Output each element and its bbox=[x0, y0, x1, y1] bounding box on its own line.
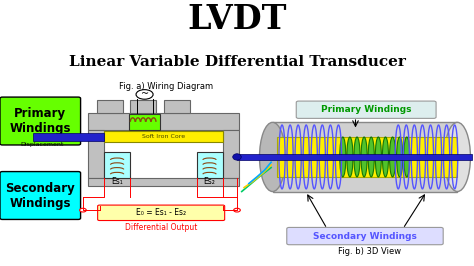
Text: Primary
Windings: Primary Windings bbox=[9, 107, 71, 135]
FancyBboxPatch shape bbox=[98, 205, 225, 221]
Text: Fig. a) Wiring Diagram: Fig. a) Wiring Diagram bbox=[119, 82, 213, 91]
Ellipse shape bbox=[368, 137, 374, 177]
Bar bbox=[88, 130, 104, 178]
Text: Differential Output: Differential Output bbox=[125, 223, 197, 232]
Bar bbox=[164, 100, 190, 113]
Text: ~: ~ bbox=[140, 89, 149, 99]
Ellipse shape bbox=[361, 137, 367, 177]
Text: Linear Variable Differential Transducer: Linear Variable Differential Transducer bbox=[69, 55, 405, 69]
Bar bbox=[130, 100, 156, 113]
Ellipse shape bbox=[354, 137, 360, 177]
Ellipse shape bbox=[259, 122, 285, 192]
Text: Primary Windings: Primary Windings bbox=[321, 105, 411, 114]
Bar bbox=[33, 133, 104, 141]
Bar bbox=[273, 122, 457, 192]
Bar bbox=[97, 100, 123, 113]
FancyBboxPatch shape bbox=[0, 97, 81, 145]
Circle shape bbox=[234, 208, 240, 212]
Text: E₀ = Es₁ - Es₂: E₀ = Es₁ - Es₂ bbox=[136, 208, 186, 217]
Text: Secondary Windings: Secondary Windings bbox=[313, 232, 417, 241]
Ellipse shape bbox=[404, 137, 410, 177]
Circle shape bbox=[136, 90, 153, 99]
Text: Secondary
Windings: Secondary Windings bbox=[5, 181, 75, 210]
Bar bbox=[88, 178, 239, 186]
FancyBboxPatch shape bbox=[0, 172, 81, 219]
Ellipse shape bbox=[445, 122, 471, 192]
Ellipse shape bbox=[383, 137, 389, 177]
Circle shape bbox=[80, 208, 86, 212]
Ellipse shape bbox=[390, 137, 396, 177]
Bar bbox=[223, 130, 239, 178]
Bar bbox=[197, 152, 223, 178]
Bar bbox=[129, 114, 160, 130]
Text: Displacement: Displacement bbox=[20, 143, 64, 147]
Ellipse shape bbox=[375, 137, 382, 177]
Text: Es₁: Es₁ bbox=[111, 177, 123, 186]
Bar bbox=[104, 152, 130, 178]
Bar bbox=[237, 154, 472, 160]
Bar bbox=[277, 137, 457, 177]
Ellipse shape bbox=[340, 137, 346, 177]
FancyBboxPatch shape bbox=[287, 227, 443, 245]
Ellipse shape bbox=[397, 137, 403, 177]
Ellipse shape bbox=[347, 137, 353, 177]
Text: LVDT: LVDT bbox=[187, 3, 287, 36]
Text: Soft Iron Core: Soft Iron Core bbox=[142, 134, 185, 139]
Bar bbox=[88, 113, 239, 130]
Ellipse shape bbox=[233, 154, 241, 160]
Bar bbox=[104, 131, 223, 142]
FancyBboxPatch shape bbox=[296, 101, 436, 118]
Text: Es₂: Es₂ bbox=[203, 177, 216, 186]
Text: Fig. b) 3D View: Fig. b) 3D View bbox=[338, 247, 401, 256]
